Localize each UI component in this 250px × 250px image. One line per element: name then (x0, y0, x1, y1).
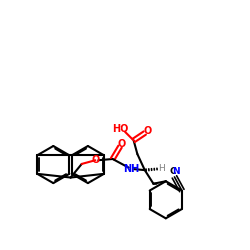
Text: HO: HO (112, 124, 129, 134)
Text: O: O (144, 126, 152, 136)
Text: H: H (158, 164, 165, 173)
Text: NH: NH (124, 164, 140, 174)
Text: C: C (169, 167, 176, 176)
Text: O: O (91, 155, 100, 165)
Text: N: N (172, 167, 179, 176)
Text: O: O (117, 139, 126, 149)
